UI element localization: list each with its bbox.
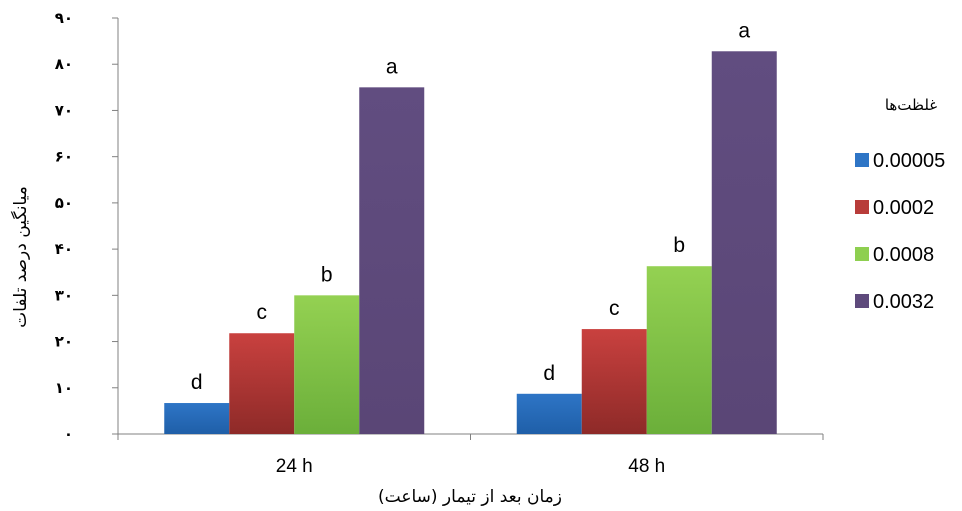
legend-label: 0.0008 <box>873 244 934 266</box>
bar <box>581 329 647 434</box>
bar-significance-label: a <box>738 19 750 42</box>
y-tick-label: ۲۰ <box>55 333 73 351</box>
bar <box>164 403 230 434</box>
legend-title: غلظت‌ها <box>885 96 937 114</box>
bar-significance-label: d <box>543 362 555 385</box>
bar <box>294 295 360 434</box>
y-tick-label: ۹۰ <box>55 9 73 27</box>
y-tick-label: ۵۰ <box>55 194 73 212</box>
legend-swatch <box>855 200 869 214</box>
legend-swatch <box>855 294 869 308</box>
y-tick-label: ۶۰ <box>55 148 73 166</box>
axes: ۰ ۱۰ ۲۰ ۳۰ ۴۰ ۵۰ ۶۰ ۷۰ ۸۰ ۹۰ 24 h 48 h <box>55 9 824 477</box>
bar <box>711 51 777 434</box>
y-tick-label: ۳۰ <box>55 286 73 304</box>
bar-significance-label: a <box>386 55 398 78</box>
legend-label: 0.0002 <box>873 197 934 219</box>
bar <box>229 333 295 434</box>
bar-labels: d c b a d c b a <box>191 19 751 394</box>
x-tick-label: 24 h <box>276 456 313 477</box>
legend-label: 0.0032 <box>873 291 934 313</box>
y-tick-label: ۴۰ <box>55 240 73 258</box>
bar <box>516 393 582 434</box>
bar-significance-label: b <box>321 263 333 286</box>
bar-significance-label: b <box>673 234 685 257</box>
y-tick-label: ۰ <box>64 425 73 443</box>
x-tick-label: 48 h <box>628 456 665 477</box>
legend: غلظت‌ها 0.00005 0.0002 0.0008 0.0032 <box>855 96 945 313</box>
y-tick-label: ۷۰ <box>55 101 73 119</box>
y-tick-label: ۸۰ <box>55 55 73 73</box>
y-tick-label: ۱۰ <box>55 379 73 397</box>
bar <box>359 87 425 434</box>
legend-label: 0.00005 <box>873 150 945 172</box>
y-axis-title: میانگین درصد تلفات <box>10 186 31 328</box>
legend-swatch <box>855 153 869 167</box>
bar-significance-label: c <box>257 301 268 324</box>
bar-significance-label: c <box>609 297 620 320</box>
x-axis-title: زمان بعد از تیمار (ساعت) <box>378 487 562 507</box>
bars <box>164 51 777 434</box>
bar-significance-label: d <box>191 371 203 394</box>
legend-swatch <box>855 247 869 261</box>
bar <box>646 266 712 434</box>
